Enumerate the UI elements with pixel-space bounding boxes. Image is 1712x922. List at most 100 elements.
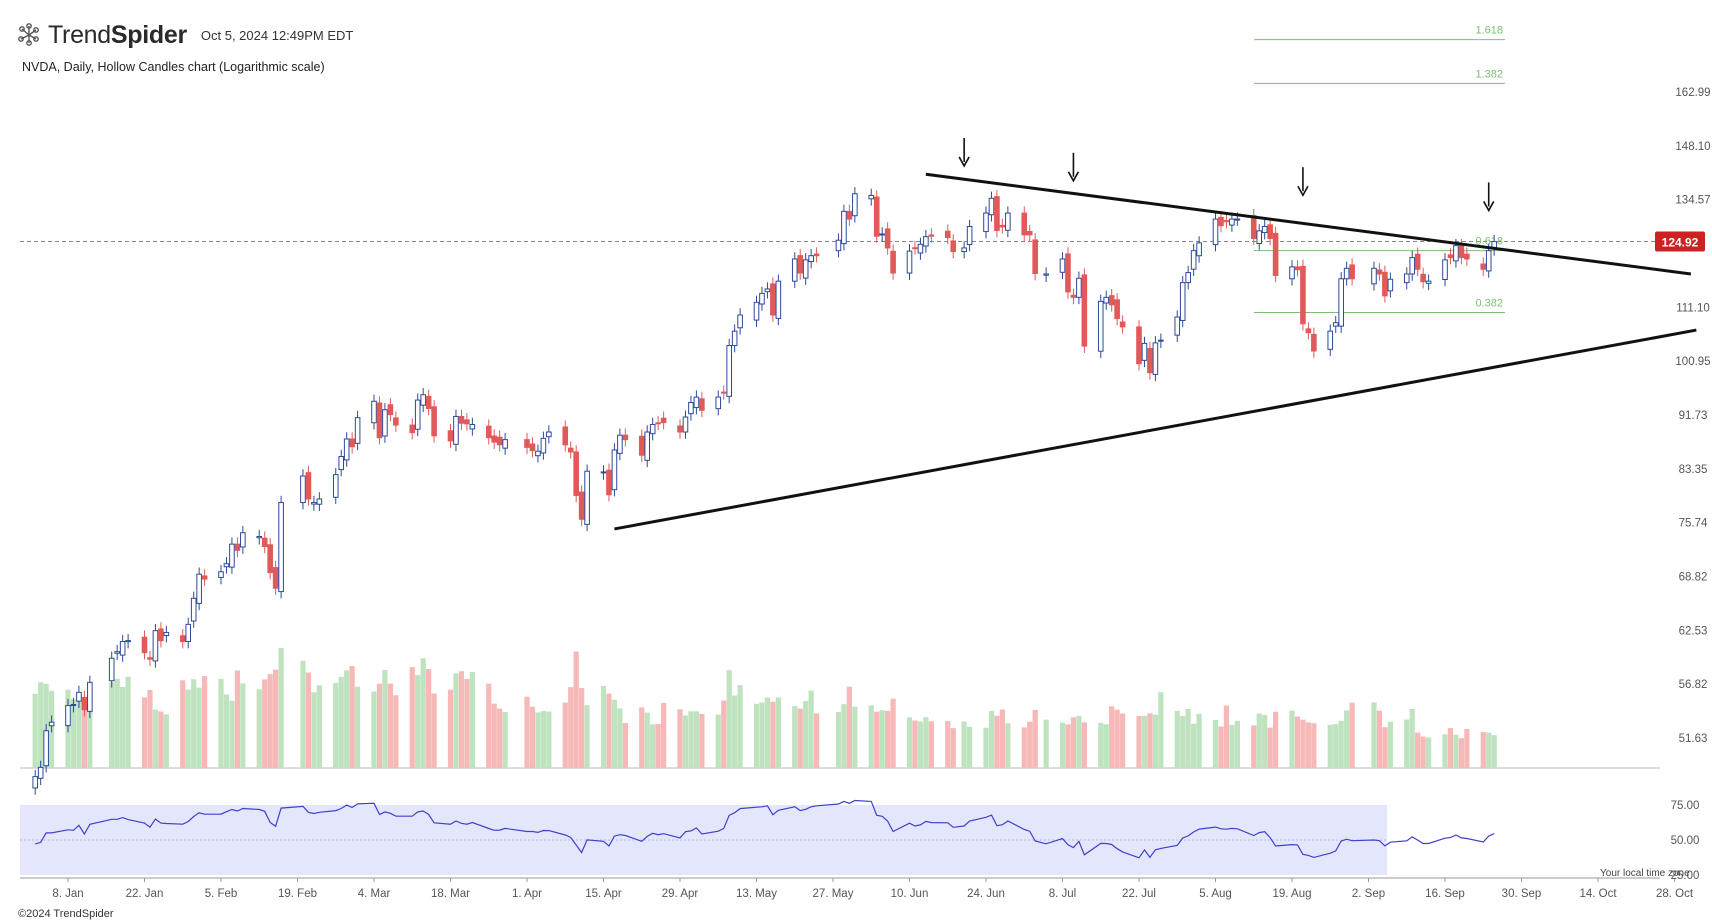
peak-arrow-head: [1067, 171, 1080, 183]
volume-bar: [928, 721, 934, 768]
volume-bar: [808, 690, 814, 768]
volume-bar: [1458, 738, 1464, 768]
candle-body: [928, 234, 935, 237]
volume-bar: [797, 708, 803, 768]
trendspider-logo-icon: [18, 23, 39, 46]
volume-bar: [945, 721, 951, 768]
volume-bar: [431, 693, 437, 768]
volume-bar: [273, 669, 279, 768]
candle-body: [1059, 258, 1066, 273]
copyright: ©2024 TrendSpider: [18, 908, 114, 920]
x-tick-label: 24. Jun: [967, 888, 1005, 900]
candle-body: [311, 502, 317, 505]
volume-bar: [1409, 708, 1415, 768]
volume-bar: [814, 713, 820, 768]
volume-bar: [114, 678, 120, 768]
candle-body: [349, 438, 355, 448]
volume-bar: [775, 697, 781, 768]
candle-body: [305, 472, 312, 500]
candle-body: [1223, 220, 1230, 223]
volume-bar: [600, 686, 607, 768]
candle-body: [382, 409, 388, 437]
volume-bar: [469, 672, 475, 768]
volume-bar: [338, 676, 344, 768]
x-tick-label: 18. Mar: [431, 888, 470, 900]
price-tick-label: 56.82: [1679, 679, 1708, 691]
candle-body: [1097, 300, 1104, 352]
brand-bold: Spider: [110, 20, 187, 49]
volume-bar: [393, 695, 399, 768]
candle-body: [841, 210, 847, 245]
candle-body: [338, 456, 345, 471]
x-tick-label: 19. Feb: [278, 888, 317, 900]
price-tick-label: 62.53: [1679, 625, 1708, 637]
volume-bar: [540, 710, 546, 768]
volume-bar: [262, 679, 268, 768]
candle-body: [546, 431, 552, 438]
volume-bar: [1300, 719, 1306, 768]
volume-bar: [1180, 716, 1186, 768]
volume-bar: [382, 670, 388, 768]
volume-bar: [409, 667, 415, 768]
brand-light: Trend: [48, 20, 111, 49]
candle-body: [1480, 263, 1487, 270]
x-tick-label: 29. Apr: [662, 888, 699, 900]
volume-bar: [639, 707, 645, 768]
volume-bar: [759, 702, 765, 768]
volume-bar: [1021, 727, 1027, 768]
peak-arrow-head: [958, 156, 970, 168]
price-tick-label: 100.95: [1675, 356, 1710, 368]
candle-body: [1103, 296, 1110, 304]
candle-body: [218, 571, 224, 578]
volume-bar: [38, 682, 44, 768]
price-tick-label: 91.73: [1679, 410, 1708, 422]
candle-body: [119, 641, 126, 656]
volume-bar: [1464, 729, 1470, 768]
timestamp: Oct 5, 2024 12:49PM EDT: [200, 27, 354, 43]
candle-body: [1026, 231, 1033, 236]
volume-bar: [387, 683, 393, 768]
volume-bar: [1256, 713, 1262, 768]
volume-bar: [994, 715, 1000, 768]
candle-body: [1190, 250, 1197, 270]
candle-body: [1229, 218, 1235, 226]
timezone-note: Your local time zone: [1600, 868, 1690, 879]
volume-bar: [961, 721, 967, 768]
candle-body: [485, 425, 492, 439]
volume-bar: [158, 711, 164, 768]
x-tick-label: 27. May: [813, 888, 854, 900]
volume-bar: [1120, 713, 1126, 768]
candle-body: [190, 597, 197, 622]
candle-body: [846, 210, 853, 220]
candle-body: [1387, 278, 1394, 292]
fib-level-label: 0.382: [1475, 297, 1503, 309]
candle-body: [147, 657, 153, 660]
peak-arrow-head: [1297, 185, 1309, 197]
candle-body: [393, 417, 399, 426]
volume-bar: [1191, 723, 1197, 768]
volume-bar: [502, 711, 508, 768]
volume-bar: [1480, 731, 1486, 768]
x-tick-label: 5. Feb: [205, 888, 238, 900]
volume-bar: [180, 680, 186, 768]
candle-body: [999, 224, 1006, 228]
volume-bar: [491, 703, 497, 768]
candle-body: [1420, 273, 1426, 283]
volume-bar: [32, 693, 38, 768]
candle-body: [638, 435, 645, 456]
volume-bar: [109, 682, 115, 768]
volume-bar: [1415, 732, 1421, 768]
volume-bar: [420, 658, 426, 768]
volume-bar: [906, 717, 913, 768]
candle-body: [1081, 274, 1088, 347]
volume-bar: [1294, 716, 1301, 768]
volume-bar: [917, 721, 924, 768]
candle-body: [759, 292, 765, 305]
candle-body: [1005, 212, 1011, 231]
candle-body: [502, 439, 508, 449]
volume-bar: [622, 723, 628, 768]
volume-bar: [852, 706, 858, 768]
volume-bar: [300, 660, 306, 768]
volume-bar: [1273, 711, 1279, 768]
